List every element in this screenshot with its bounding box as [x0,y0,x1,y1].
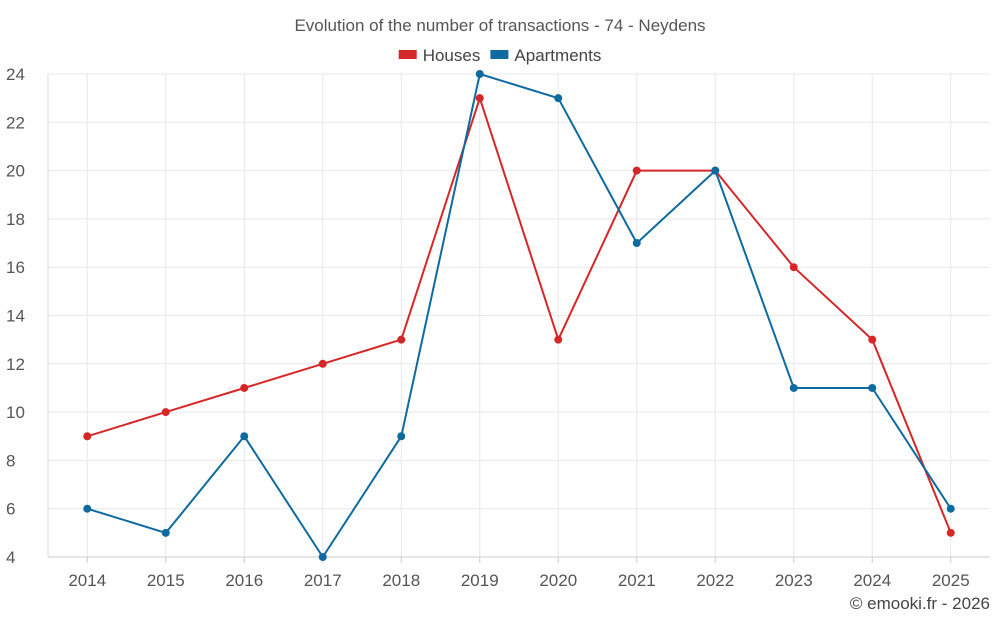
y-tick-label: 18 [6,210,25,229]
y-tick-label: 16 [6,258,25,277]
y-tick-label: 4 [6,548,15,567]
legend-item-apartments: Apartments [490,46,601,65]
x-tick-label: 2025 [932,571,970,590]
x-tick-label: 2021 [618,571,656,590]
data-point-apartments [868,383,877,392]
x-tick-label: 2017 [304,571,342,590]
y-tick-label: 6 [6,500,15,519]
series-line-apartments [87,73,952,558]
data-point-apartments [161,528,170,537]
data-point-houses [318,359,327,368]
x-tick-label: 2020 [539,571,577,590]
x-tick-label: 2014 [68,571,106,590]
x-tick-label: 2016 [225,571,263,590]
x-tick-label: 2018 [382,571,420,590]
data-point-houses [632,166,641,175]
series-apartments [83,70,955,561]
y-tick-label: 22 [6,113,25,132]
legend-item-houses: Houses [398,46,481,65]
legend-label: Houses [423,46,481,65]
data-point-apartments [946,504,955,513]
data-point-houses [240,383,249,392]
data-point-houses [789,263,798,272]
data-point-apartments [83,504,92,513]
legend-swatch [490,50,509,59]
data-point-houses [161,408,170,417]
data-point-apartments [475,70,484,78]
data-point-apartments [632,239,641,248]
legend-label: Apartments [514,46,601,65]
y-tick-label: 24 [6,65,25,84]
y-tick-label: 8 [6,451,15,470]
data-point-houses [946,528,955,537]
chart-title: Evolution of the number of transactions … [294,16,705,35]
x-tick-label: 2019 [461,571,499,590]
data-point-apartments [240,432,249,441]
x-tick-label: 2022 [696,571,734,590]
data-point-apartments [789,383,798,392]
y-tick-label: 12 [6,355,25,374]
data-point-houses [397,335,406,344]
x-tick-label: 2015 [147,571,185,590]
series-line-houses [87,97,952,534]
legend-swatch [398,50,417,59]
data-point-apartments [711,166,720,175]
data-point-apartments [554,94,563,103]
copyright-text: © emooki.fr - 2026 [850,594,990,613]
legend: Houses Apartments [398,46,601,65]
y-tick-label: 14 [6,307,25,326]
y-tick-label: 20 [6,162,25,181]
series-houses [83,94,955,537]
data-point-houses [83,432,92,441]
data-point-apartments [318,553,327,561]
x-tick-label: 2024 [853,571,891,590]
y-tick-label: 10 [6,403,25,422]
grid [48,73,990,558]
data-point-apartments [397,432,406,441]
data-point-houses [554,335,563,344]
data-point-houses [475,94,484,103]
series-layer [83,70,955,561]
x-tick-label: 2023 [775,571,813,590]
data-point-houses [868,335,877,344]
